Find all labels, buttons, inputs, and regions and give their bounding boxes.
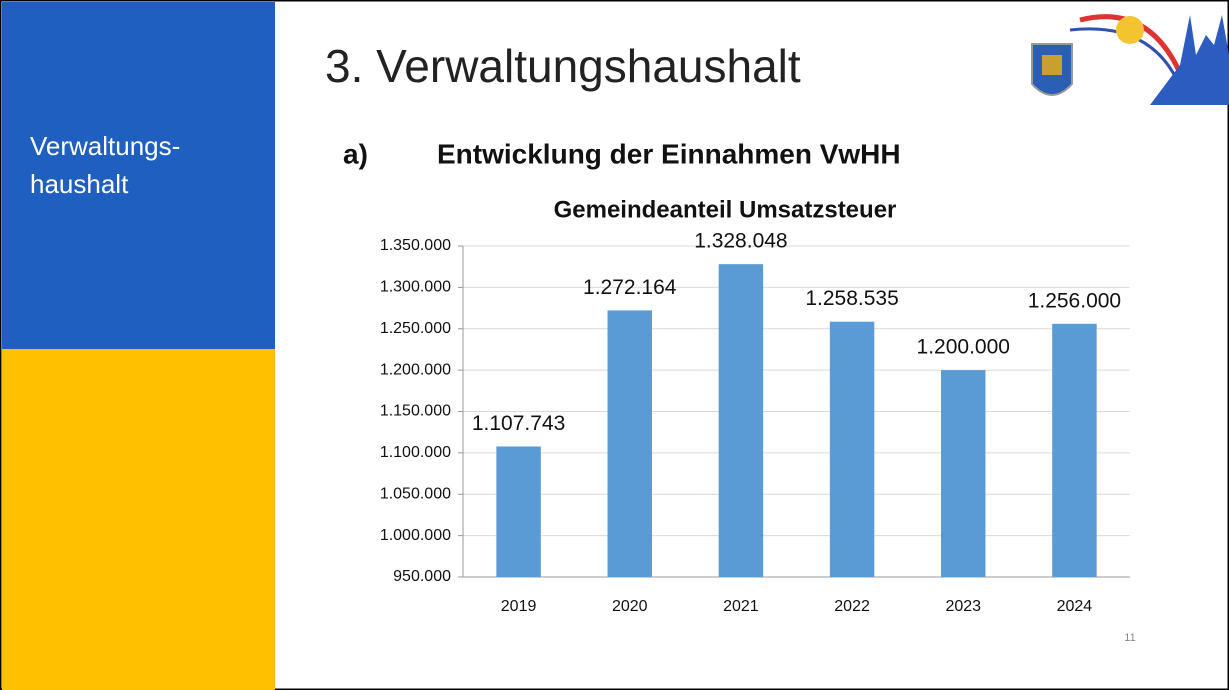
x-tick-label: 2020	[612, 598, 648, 615]
logo	[1031, 14, 1229, 105]
y-tick-label: 1.000.000	[380, 527, 451, 544]
chart-title: Gemeindeanteil Umsatzsteuer	[554, 196, 897, 223]
bar	[941, 370, 986, 577]
value-label: 1.200.000	[917, 336, 1010, 359]
x-tick-label: 2023	[945, 598, 981, 615]
bar	[1052, 323, 1097, 577]
value-label: 1.256.000	[1028, 289, 1121, 312]
value-label: 1.258.535	[805, 287, 898, 310]
slide-title: 3. Verwaltungshaushalt	[325, 40, 801, 92]
sidebar-bottom	[2, 349, 275, 690]
x-tick-label: 2019	[501, 598, 537, 615]
sidebar-label: Verwaltungs-	[30, 131, 180, 161]
section-marker: a)	[343, 138, 368, 169]
page-number: 11	[1124, 632, 1135, 644]
y-tick-label: 1.350.000	[380, 237, 451, 254]
y-tick-label: 950.000	[393, 568, 451, 585]
y-tick-label: 1.150.000	[380, 403, 451, 420]
sidebar-top	[2, 2, 275, 349]
section-title: Entwicklung der Einnahmen VwHH	[437, 138, 901, 169]
x-tick-label: 2022	[834, 598, 870, 615]
value-label: 1.328.048	[694, 230, 787, 253]
bar	[496, 446, 541, 577]
value-label: 1.107.743	[472, 412, 565, 435]
sidebar-label: haushalt	[30, 169, 129, 199]
value-label: 1.272.164	[583, 276, 677, 299]
bar	[607, 310, 652, 577]
y-tick-label: 1.300.000	[380, 279, 451, 296]
x-tick-label: 2024	[1057, 598, 1093, 615]
bar	[829, 321, 875, 577]
y-tick-label: 1.050.000	[380, 485, 451, 502]
y-tick-label: 1.250.000	[380, 320, 451, 337]
x-tick-label: 2021	[723, 598, 759, 615]
y-tick-label: 1.200.000	[380, 361, 451, 378]
y-tick-label: 1.100.000	[380, 444, 451, 461]
bar	[718, 264, 764, 577]
